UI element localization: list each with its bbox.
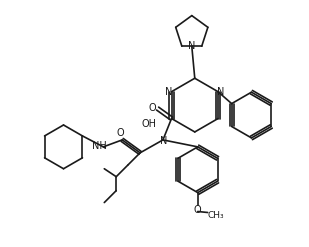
Text: O: O: [149, 103, 156, 113]
Text: N: N: [160, 136, 168, 146]
Text: OH: OH: [142, 119, 157, 129]
Text: N: N: [165, 87, 172, 97]
Text: N: N: [217, 87, 225, 97]
Text: CH₃: CH₃: [207, 211, 224, 220]
Text: NH: NH: [92, 141, 107, 151]
Text: O: O: [116, 128, 124, 138]
Text: O: O: [194, 205, 201, 214]
Text: N: N: [188, 41, 196, 51]
